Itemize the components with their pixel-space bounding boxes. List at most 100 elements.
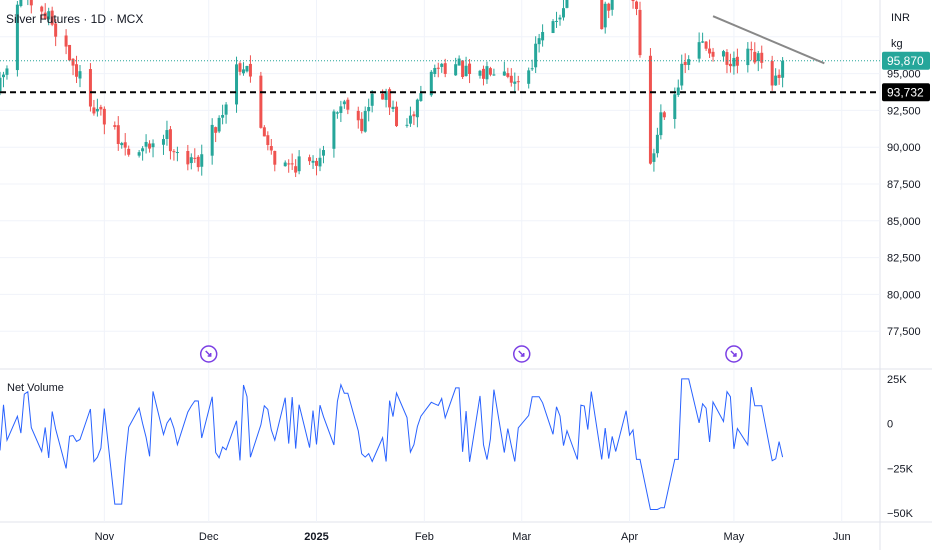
candle[interactable] bbox=[335, 111, 339, 119]
candle[interactable] bbox=[502, 61, 506, 76]
candle[interactable] bbox=[756, 50, 760, 72]
candle[interactable] bbox=[735, 48, 739, 74]
candle[interactable] bbox=[721, 49, 725, 62]
trendline[interactable] bbox=[712, 15, 825, 65]
candle[interactable] bbox=[440, 62, 444, 73]
candle[interactable] bbox=[454, 57, 458, 76]
candle[interactable] bbox=[360, 112, 364, 134]
candle[interactable] bbox=[339, 100, 343, 123]
candle[interactable] bbox=[75, 55, 79, 84]
candle[interactable] bbox=[631, 0, 635, 9]
candle[interactable] bbox=[704, 40, 708, 51]
candle[interactable] bbox=[509, 68, 513, 87]
candle[interactable] bbox=[224, 102, 228, 124]
candle[interactable] bbox=[648, 48, 652, 165]
candle[interactable] bbox=[506, 67, 510, 79]
candle[interactable] bbox=[172, 149, 176, 161]
candle[interactable] bbox=[165, 120, 169, 146]
candle[interactable] bbox=[321, 145, 325, 164]
candle[interactable] bbox=[47, 7, 51, 26]
candle[interactable] bbox=[603, 1, 607, 34]
candle[interactable] bbox=[558, 14, 562, 26]
candle[interactable] bbox=[561, 0, 565, 21]
candle[interactable] bbox=[468, 59, 472, 84]
candle[interactable] bbox=[245, 65, 249, 73]
candle[interactable] bbox=[676, 79, 680, 97]
candle[interactable] bbox=[662, 110, 666, 120]
candle[interactable] bbox=[175, 146, 179, 162]
candle[interactable] bbox=[342, 99, 346, 109]
candle[interactable] bbox=[600, 0, 604, 30]
candle[interactable] bbox=[530, 59, 534, 71]
candle[interactable] bbox=[40, 5, 44, 20]
candle[interactable] bbox=[120, 141, 124, 149]
candle[interactable] bbox=[311, 155, 315, 169]
candle[interactable] bbox=[68, 44, 72, 62]
candle[interactable] bbox=[151, 139, 155, 158]
candle[interactable] bbox=[259, 71, 263, 129]
candle[interactable] bbox=[287, 159, 291, 173]
volume-layer[interactable] bbox=[0, 378, 784, 510]
candle[interactable] bbox=[607, 2, 611, 19]
candle[interactable] bbox=[753, 42, 757, 65]
candle[interactable] bbox=[5, 65, 9, 80]
candle[interactable] bbox=[687, 55, 691, 71]
candle[interactable] bbox=[186, 144, 190, 171]
candle[interactable] bbox=[113, 121, 117, 130]
candle[interactable] bbox=[481, 65, 485, 86]
candle[interactable] bbox=[141, 146, 145, 161]
arrow-circle-icon[interactable] bbox=[725, 345, 743, 363]
candle[interactable] bbox=[534, 36, 538, 74]
candle[interactable] bbox=[116, 116, 120, 151]
candle[interactable] bbox=[370, 90, 374, 113]
candle[interactable] bbox=[436, 62, 440, 78]
candle[interactable] bbox=[655, 127, 659, 158]
candle[interactable] bbox=[262, 125, 266, 137]
candle[interactable] bbox=[478, 69, 482, 79]
candle[interactable] bbox=[777, 69, 781, 85]
candle[interactable] bbox=[189, 153, 193, 170]
candle[interactable] bbox=[123, 133, 127, 156]
candle[interactable] bbox=[555, 11, 559, 28]
candle[interactable] bbox=[419, 85, 423, 102]
candle[interactable] bbox=[659, 104, 663, 140]
candle[interactable] bbox=[464, 56, 468, 77]
candle[interactable] bbox=[71, 58, 75, 76]
candle[interactable] bbox=[29, 0, 33, 14]
candle[interactable] bbox=[610, 0, 614, 16]
candle[interactable] bbox=[43, 3, 47, 20]
candle[interactable] bbox=[238, 61, 242, 76]
candle[interactable] bbox=[461, 60, 465, 79]
candle[interactable] bbox=[144, 134, 148, 154]
candle[interactable] bbox=[161, 134, 165, 155]
candle[interactable] bbox=[565, 0, 569, 9]
candle[interactable] bbox=[346, 97, 350, 115]
candle[interactable] bbox=[749, 41, 753, 61]
candle[interactable] bbox=[308, 154, 312, 165]
candle[interactable] bbox=[127, 145, 131, 157]
candle[interactable] bbox=[196, 155, 200, 172]
candle[interactable] bbox=[1, 71, 5, 88]
candle[interactable] bbox=[513, 72, 517, 94]
candle[interactable] bbox=[193, 148, 197, 163]
candle[interactable] bbox=[391, 100, 395, 113]
candle[interactable] bbox=[683, 53, 687, 73]
candle[interactable] bbox=[652, 148, 656, 172]
candle[interactable] bbox=[711, 47, 715, 62]
candle[interactable] bbox=[78, 65, 82, 88]
arrow-circle-icon[interactable] bbox=[512, 345, 531, 363]
candle[interactable] bbox=[269, 138, 273, 155]
candle[interactable] bbox=[332, 109, 336, 158]
candle[interactable] bbox=[217, 115, 221, 134]
candle[interactable] bbox=[384, 88, 388, 108]
candle[interactable] bbox=[26, 0, 29, 6]
candle[interactable] bbox=[408, 106, 412, 127]
candle[interactable] bbox=[405, 118, 409, 128]
candle[interactable] bbox=[746, 42, 750, 73]
candle[interactable] bbox=[732, 51, 736, 75]
candle[interactable] bbox=[412, 111, 416, 126]
arrow-circle-icon[interactable] bbox=[199, 345, 218, 363]
candle[interactable] bbox=[99, 104, 103, 116]
candle[interactable] bbox=[283, 160, 287, 167]
